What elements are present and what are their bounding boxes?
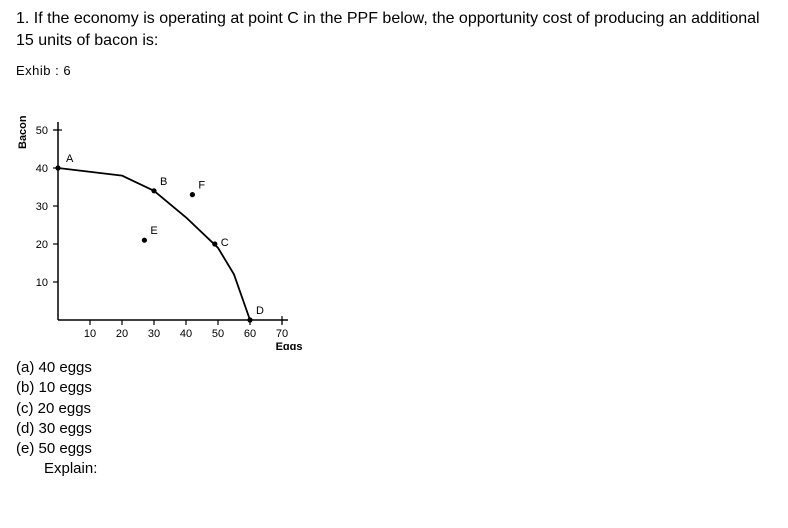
question-body: If the economy is operating at point C i…	[16, 10, 760, 49]
answer-a: (a) 40 eggs	[16, 358, 772, 378]
exhibit-label: Exhib : 6	[16, 63, 772, 78]
svg-text:50: 50	[36, 125, 48, 137]
svg-text:40: 40	[180, 328, 192, 340]
svg-text:10: 10	[36, 277, 48, 289]
svg-text:30: 30	[36, 201, 48, 213]
chart-svg: 10 20 30 40 50 10 20 30 40 50 60 70 Bacon Eggs A B F E C D	[16, 90, 316, 350]
svg-text:Bacon: Bacon	[17, 115, 29, 149]
page: 1. If the economy is operating at point …	[0, 0, 788, 488]
explain-label: Explain:	[44, 459, 772, 479]
svg-text:50: 50	[212, 328, 224, 340]
ppf-chart: 10 20 30 40 50 10 20 30 40 50 60 70 Bacon Eggs A B F E C D	[16, 90, 316, 350]
svg-text:20: 20	[36, 239, 48, 251]
svg-text:F: F	[198, 180, 205, 192]
svg-text:30: 30	[148, 328, 160, 340]
svg-text:20: 20	[116, 328, 128, 340]
svg-text:10: 10	[84, 328, 96, 340]
question-number: 1.	[16, 10, 29, 27]
answer-choices: (a) 40 eggs (b) 10 eggs (c) 20 eggs (d) …	[16, 358, 772, 480]
answer-d: (d) 30 eggs	[16, 419, 772, 439]
svg-text:60: 60	[244, 328, 256, 340]
svg-text:40: 40	[36, 163, 48, 175]
answer-e: (e) 50 eggs	[16, 439, 772, 459]
svg-text:B: B	[160, 176, 167, 188]
svg-text:E: E	[150, 225, 157, 237]
answer-c: (c) 20 eggs	[16, 399, 772, 419]
svg-text:C: C	[221, 237, 229, 249]
svg-text:70: 70	[276, 328, 288, 340]
svg-text:D: D	[256, 305, 264, 317]
answer-b: (b) 10 eggs	[16, 378, 772, 398]
svg-text:Eggs: Eggs	[276, 341, 303, 350]
question-text: 1. If the economy is operating at point …	[16, 8, 772, 51]
svg-text:A: A	[66, 153, 74, 165]
